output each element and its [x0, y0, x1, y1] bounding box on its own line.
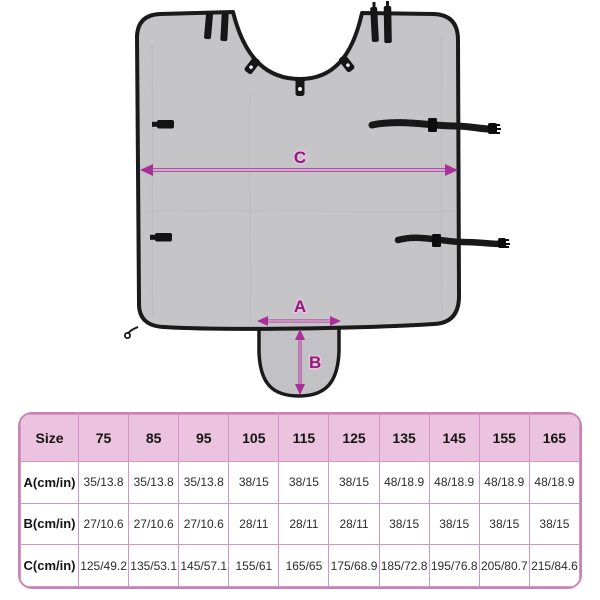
size-value-cell: 125/49.2 [77, 544, 130, 587]
size-value-cell: 27/10.6 [77, 502, 130, 546]
dimension-a-arrow: A [257, 296, 341, 326]
dimension-c-label: C [294, 148, 306, 167]
row-label-cell: B(cm/in) [20, 502, 79, 546]
size-value-cell: 175/68.9 [328, 544, 380, 587]
size-value-cell: 28/11 [328, 502, 380, 546]
headrest-straps-left [204, 12, 229, 42]
size-column-header: 115 [278, 414, 330, 462]
size-table-head-row: Size 75 85 95 105 115 125 135 145 155 165 [20, 414, 580, 462]
side-clip [150, 233, 172, 242]
buckle [488, 123, 501, 134]
buckle-strap-bottom [394, 234, 510, 248]
size-column-header: 85 [128, 414, 180, 462]
size-value-cell: 145/57.1 [178, 544, 230, 587]
neck-snap-tab [295, 77, 305, 96]
size-value-cell: 48/18.9 [528, 461, 580, 504]
size-column-header: 75 [77, 414, 130, 462]
size-value-cell: 35/13.8 [77, 461, 130, 504]
strap [204, 12, 213, 40]
dimension-c-arrow: C [140, 147, 458, 176]
size-table-body: A(cm/in) 35/13.8 35/13.8 35/13.8 38/15 38/15 3… [20, 461, 580, 587]
size-value-cell: 27/10.6 [178, 502, 230, 546]
size-value-cell: 28/11 [228, 502, 280, 546]
table-row: A(cm/in) 35/13.8 35/13.8 35/13.8 38/15 38/15 3… [20, 461, 580, 504]
strap-prong [386, 1, 389, 7]
table-row: C(cm/in) 125/49.2 135/53.1 145/57.1 155/61 16… [20, 544, 580, 587]
size-value-cell: 48/18.9 [478, 461, 530, 504]
dimension-b-arrow: B [295, 329, 323, 395]
buckle-strap-top [368, 118, 501, 134]
size-value-cell: 38/15 [378, 502, 430, 546]
size-value-cell: 155/61 [228, 544, 280, 587]
dimension-a-label: A [294, 297, 306, 316]
size-value-cell: 205/80.7 [478, 544, 530, 587]
table-row: B(cm/in) 27/10.6 27/10.6 27/10.6 28/11 28/11 2… [20, 502, 580, 546]
size-table-grid: Size 75 85 95 105 115 125 135 145 155 165 A(cm/in)… [20, 414, 580, 587]
cover-diagram: C A B [124, 1, 510, 398]
size-value-cell: 185/72.8 [378, 544, 430, 587]
side-clip [152, 120, 174, 129]
size-value-cell: 28/11 [278, 502, 330, 546]
size-value-cell: 38/15 [528, 502, 580, 546]
row-label-cell: A(cm/in) [20, 461, 79, 504]
size-value-cell: 195/76.8 [428, 544, 480, 587]
buckle [498, 238, 510, 248]
size-column-header: 145 [428, 414, 480, 462]
dimension-b-label: B [309, 353, 321, 372]
size-table: Size 75 85 95 105 115 125 135 145 155 165 A(cm/in)… [18, 412, 582, 589]
size-value-cell: 27/10.6 [128, 502, 180, 546]
neck-snap-tab [244, 57, 261, 75]
neck-snap-tabs [244, 55, 355, 96]
size-column-header: 135 [378, 414, 430, 462]
size-column-header: 105 [228, 414, 280, 462]
zipper-pull [124, 326, 139, 339]
side-clips-left [150, 120, 174, 242]
headrest-straps-right [370, 1, 392, 44]
neck-snap-tab [338, 55, 355, 73]
strap [370, 6, 379, 43]
size-value-cell: 38/15 [228, 461, 280, 504]
size-value-cell: 38/15 [428, 502, 480, 546]
strap-slider [428, 118, 437, 132]
size-value-cell: 215/84.6 [528, 544, 580, 587]
size-value-cell: 35/13.8 [178, 461, 230, 504]
size-value-cell: 35/13.8 [128, 461, 180, 504]
row-label-cell: C(cm/in) [20, 544, 79, 587]
size-value-cell: 38/15 [278, 461, 330, 504]
size-value-cell: 48/18.9 [378, 461, 430, 504]
size-value-cell: 38/15 [328, 461, 380, 504]
size-value-cell: 48/18.9 [428, 461, 480, 504]
strap-prong [372, 2, 376, 8]
size-value-cell: 135/53.1 [128, 544, 180, 587]
size-column-header: 125 [328, 414, 380, 462]
strap [383, 5, 392, 44]
size-header-corner-cell: Size [20, 414, 79, 462]
strap [220, 12, 229, 42]
size-column-header: 165 [528, 414, 580, 462]
strap-slider [432, 234, 441, 247]
size-column-header: 95 [178, 414, 230, 462]
size-value-cell: 165/65 [278, 544, 330, 587]
size-column-header: 155 [478, 414, 530, 462]
fabric-creases [145, 34, 455, 323]
size-value-cell: 38/15 [478, 502, 530, 546]
